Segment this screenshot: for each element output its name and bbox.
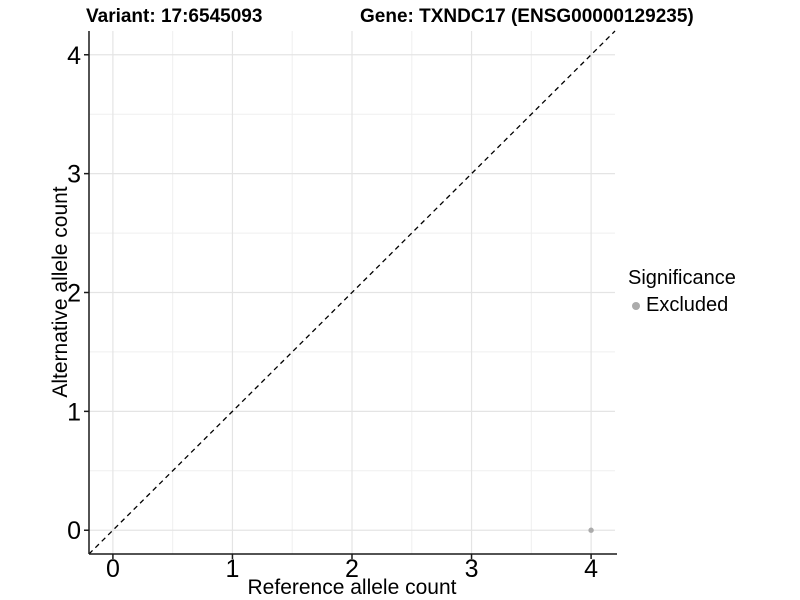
plot-title-variant: Variant: 17:6545093 — [86, 6, 263, 27]
data-point-excluded — [588, 527, 594, 533]
x-tick-label: 3 — [465, 555, 479, 583]
y-tick-label: 3 — [67, 161, 81, 189]
legend-title: Significance — [628, 267, 736, 289]
x-axis-title: Reference allele count — [247, 576, 457, 599]
x-tick-label: 2 — [345, 555, 359, 583]
y-tick-label: 2 — [67, 280, 81, 308]
x-tick-label: 1 — [226, 555, 240, 583]
identity-dashed-line — [88, 30, 616, 555]
legend-item-excluded: Excluded — [632, 294, 736, 317]
y-axis-title: Alternative allele count — [49, 186, 72, 398]
plot-title-gene: Gene: TXNDC17 (ENSG00000129235) — [360, 6, 694, 27]
legend: Significance Excluded — [628, 267, 736, 317]
legend-item-label: Excluded — [646, 294, 729, 316]
legend-point-icon — [632, 301, 640, 310]
y-tick-label: 0 — [67, 517, 81, 545]
x-tick-label: 4 — [584, 555, 598, 583]
y-tick-label: 1 — [67, 398, 81, 426]
y-tick-label: 4 — [67, 42, 81, 70]
x-tick-label: 0 — [106, 555, 120, 583]
